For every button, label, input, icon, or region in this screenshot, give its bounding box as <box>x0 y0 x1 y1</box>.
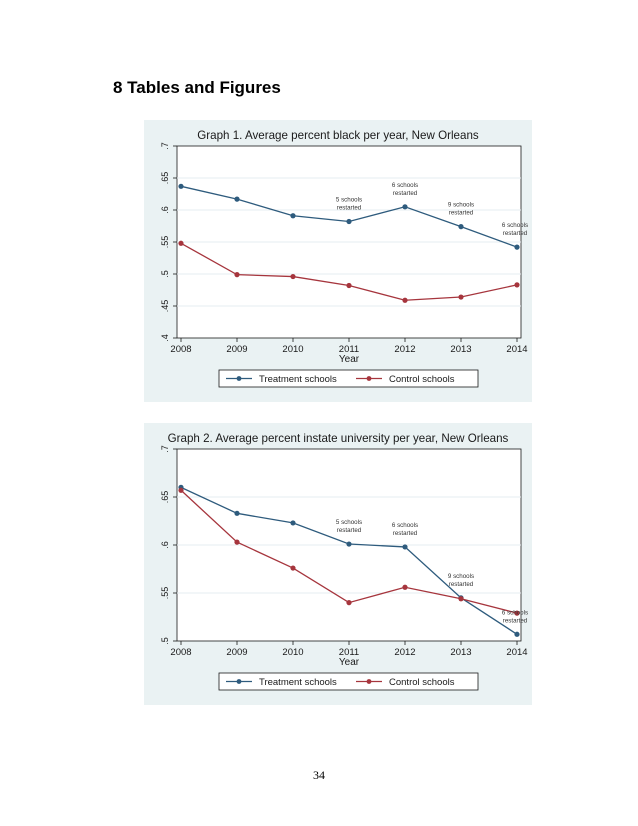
chart1-x-tick-label: 2010 <box>282 344 303 355</box>
chart2-x-tick-label: 2014 <box>506 647 527 658</box>
chart2-annotation-line: restarted <box>393 530 418 537</box>
chart2-y-tick-label: .7 <box>160 445 170 453</box>
chart2-y-tick-label: .55 <box>160 587 170 600</box>
chart1-x-axis-label: Year <box>339 354 360 365</box>
chart1-annotation-line: restarted <box>449 210 474 217</box>
chart1-annotation-line: 5 schools <box>336 197 362 204</box>
chart2-series-treatment-point <box>514 631 520 637</box>
chart2-y-tick-label: .6 <box>160 541 170 549</box>
chart1-series-control-point <box>346 282 352 289</box>
chart2-legend-label-treatment: Treatment schools <box>259 677 337 688</box>
graph-2-figure: Graph 2. Average percent instate univers… <box>144 423 532 705</box>
graph-1-svg: Graph 1. Average percent black per year,… <box>160 129 528 388</box>
chart1-annotation-line: restarted <box>393 190 418 197</box>
chart2-annotation-line: restarted <box>449 581 474 588</box>
chart2-series-treatment-point <box>346 541 352 547</box>
chart1-y-tick-label: .4 <box>160 334 170 342</box>
chart2-y-tick-label: .65 <box>160 491 170 504</box>
chart1-series-treatment-point <box>458 224 464 230</box>
chart1-annotation-line: restarted <box>503 230 528 237</box>
chart1-legend-marker-control <box>366 376 372 381</box>
chart1-x-tick-label: 2009 <box>226 344 247 355</box>
chart1-y-tick-label: .65 <box>160 172 170 185</box>
chart1-annotation-line: 9 schools <box>448 202 474 209</box>
chart1-y-tick-label: .55 <box>160 236 170 249</box>
chart2-series-control-point <box>402 584 408 590</box>
chart2-annotation-line: 9 schools <box>448 573 474 580</box>
chart1-x-tick-label: 2008 <box>170 344 191 355</box>
chart1-series-treatment-point <box>402 204 408 210</box>
chart1-x-tick-label: 2014 <box>506 344 527 355</box>
chart2-legend-marker-control <box>366 679 372 684</box>
chart1-series-control-point <box>234 272 240 278</box>
chart1-y-tick-label: .6 <box>160 206 170 214</box>
chart2-annotation-line: 6 schools <box>502 609 528 616</box>
chart1-y-tick-label: .5 <box>160 270 170 278</box>
chart2-x-tick-label: 2009 <box>226 647 247 658</box>
chart2-annotation-line: 5 schools <box>336 519 362 526</box>
chart2-x-tick-label: 2011 <box>339 647 359 658</box>
page-number: 34 <box>313 768 325 782</box>
chart1-series-control-point <box>402 297 408 303</box>
chart1-y-tick-label: .45 <box>160 300 170 313</box>
graph-2-svg: Graph 2. Average percent instate univers… <box>160 432 528 691</box>
chart2-series-control-point <box>178 487 184 493</box>
chart2-series-treatment-point <box>402 544 408 550</box>
chart2-series-control-point <box>458 596 464 602</box>
chart2-series-treatment-point <box>290 520 296 526</box>
section-heading: 8 Tables and Figures <box>113 78 281 97</box>
chart1-series-control-point <box>514 282 520 288</box>
chart1-series-control-point <box>178 240 184 246</box>
chart1-annotation-line: 6 schools <box>392 182 418 189</box>
chart2-legend-marker-treatment <box>236 679 242 684</box>
chart2-series-control-point <box>514 610 520 616</box>
chart1-x-tick-label: 2013 <box>450 344 471 355</box>
chart1-series-control-point <box>290 273 296 280</box>
chart2-annotation-line: 6 schools <box>392 522 418 529</box>
graph-1-figure: Graph 1. Average percent black per year,… <box>144 120 532 402</box>
chart2-annotation-line: restarted <box>503 617 528 624</box>
chart2-legend-box <box>218 672 479 691</box>
chart2-legend-label-control: Control schools <box>389 677 455 688</box>
chart2-x-tick-label: 2013 <box>450 647 471 658</box>
chart1-annotation-line: 6 schools <box>502 222 528 229</box>
chart1-x-tick-label: 2011 <box>339 344 359 355</box>
chart2-x-tick-label: 2008 <box>170 647 191 658</box>
chart1-series-control-point <box>458 294 464 300</box>
chart1-series-treatment-point <box>234 196 240 202</box>
chart2-series-control-point <box>234 539 240 545</box>
chart1-legend-label-control: Control schools <box>389 374 455 385</box>
chart1-legend-marker-treatment <box>236 376 242 381</box>
chart2-title: Graph 2. Average percent instate univers… <box>168 432 509 445</box>
chart1-x-tick-label: 2012 <box>394 344 415 355</box>
chart2-x-tick-label: 2012 <box>394 647 415 658</box>
chart1-legend-label-treatment: Treatment schools <box>259 374 337 385</box>
chart1-title: Graph 1. Average percent black per year,… <box>197 129 479 142</box>
chart1-series-treatment-point <box>514 244 520 250</box>
chart1-annotation-line: restarted <box>337 205 362 212</box>
chart2-series-control-point <box>346 600 352 606</box>
chart2-y-tick-label: .5 <box>160 637 170 645</box>
chart2-x-axis-label: Year <box>339 657 360 668</box>
chart1-y-tick-label: .7 <box>160 142 170 150</box>
chart2-annotation-line: restarted <box>337 527 362 534</box>
chart1-series-treatment-point <box>346 218 352 225</box>
chart2-series-control-point <box>290 565 296 571</box>
chart2-x-tick-label: 2010 <box>282 647 303 658</box>
chart2-series-treatment-point <box>234 510 240 516</box>
chart1-series-treatment-point <box>290 213 296 219</box>
chart1-series-treatment-point <box>178 183 184 189</box>
chart1-legend-box <box>218 369 479 388</box>
